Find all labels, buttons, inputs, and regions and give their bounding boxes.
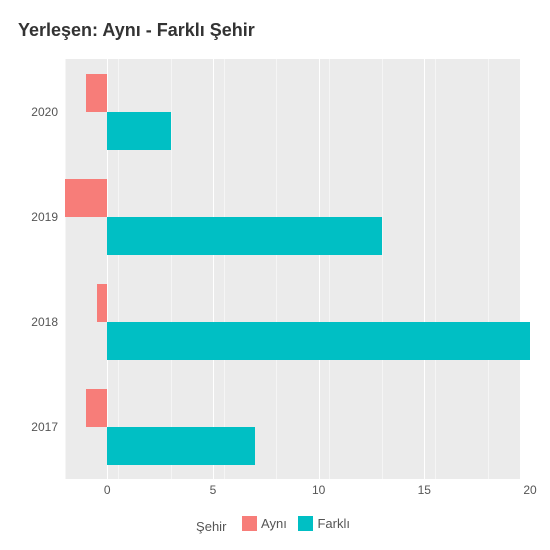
chart-title: Yerleşen: Aynı - Farklı Şehir bbox=[18, 20, 540, 41]
x-axis-tick: 5 bbox=[210, 483, 217, 497]
legend-swatch-icon bbox=[242, 516, 257, 531]
legend-title: Şehir bbox=[196, 519, 226, 534]
y-axis-label: 2018 bbox=[20, 315, 58, 329]
bar bbox=[97, 284, 108, 322]
y-axis-label: 2020 bbox=[20, 105, 58, 119]
x-axis-tick: 10 bbox=[312, 483, 325, 497]
x-axis-tick: 15 bbox=[418, 483, 431, 497]
x-axis: 05101520 bbox=[65, 479, 520, 504]
bar bbox=[65, 179, 107, 217]
y-axis-label: 2017 bbox=[20, 420, 58, 434]
bar bbox=[86, 389, 107, 427]
x-axis-tick: 0 bbox=[104, 483, 111, 497]
bar bbox=[107, 322, 530, 360]
x-axis-tick: 20 bbox=[523, 483, 536, 497]
y-axis-label: 2019 bbox=[20, 210, 58, 224]
legend-item-ayni: Aynı bbox=[242, 516, 287, 531]
bar bbox=[107, 112, 170, 150]
legend: Şehir Aynı Farklı bbox=[10, 516, 540, 534]
plot-area: 2020201920182017 bbox=[65, 59, 520, 479]
chart-container: Yerleşen: Aynı - Farklı Şehir 2020201920… bbox=[0, 0, 550, 550]
bar bbox=[107, 427, 255, 465]
bar bbox=[86, 74, 107, 112]
legend-label: Farklı bbox=[317, 516, 350, 531]
legend-label: Aynı bbox=[261, 516, 287, 531]
legend-swatch-icon bbox=[298, 516, 313, 531]
bar bbox=[107, 217, 382, 255]
legend-item-farkli: Farklı bbox=[298, 516, 350, 531]
